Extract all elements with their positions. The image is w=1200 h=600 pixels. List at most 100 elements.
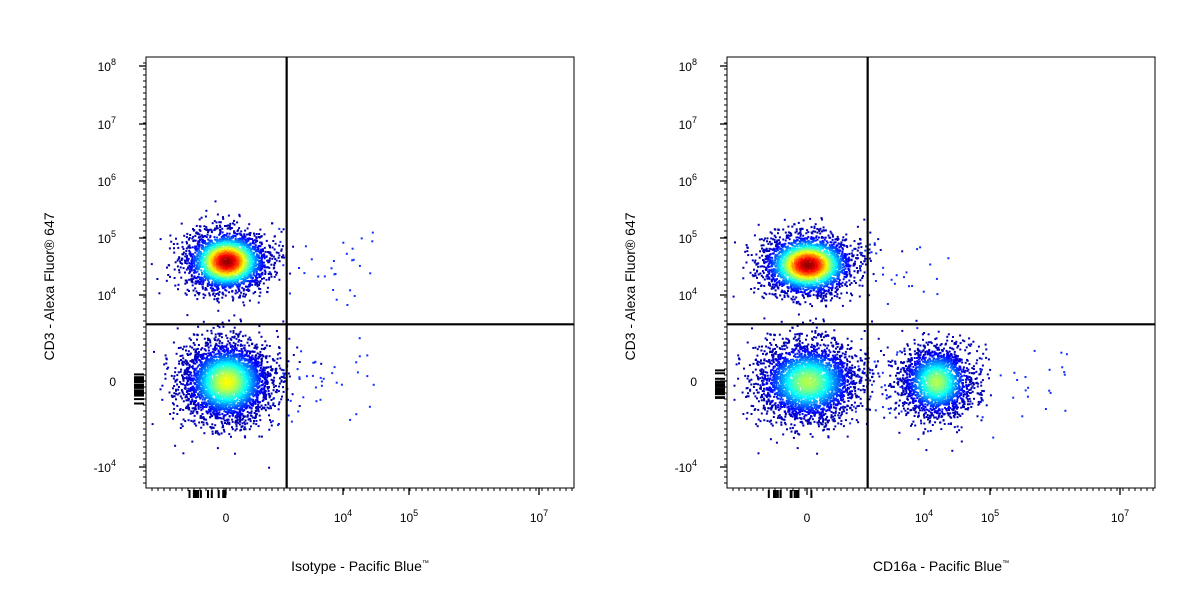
event-dot [243, 257, 246, 260]
event-dot [238, 275, 241, 278]
event-dot [201, 286, 204, 288]
event-dot [189, 246, 192, 249]
event-dot [198, 243, 201, 246]
event-dot [197, 251, 200, 254]
event-dot [191, 264, 194, 267]
event-dot [246, 266, 249, 269]
event-dot [216, 264, 219, 267]
event-dot [180, 222, 183, 225]
event-dot [222, 415, 225, 418]
event-dot [189, 401, 192, 404]
event-dot [233, 249, 236, 252]
event-dot [212, 355, 215, 358]
event-dot [205, 288, 208, 291]
event-dot [278, 278, 281, 281]
event-dot [214, 336, 217, 339]
event-dot [218, 233, 221, 236]
event-dot [241, 385, 243, 388]
event-dot [174, 261, 177, 264]
event-dot [248, 299, 251, 302]
event-dot [189, 262, 192, 265]
event-dot [231, 363, 234, 366]
event-dot [257, 284, 260, 287]
event-dot [258, 331, 261, 334]
event-dot [214, 200, 217, 203]
event-dot [271, 222, 274, 225]
event-dot [265, 344, 268, 347]
event-dot [257, 255, 260, 258]
event-dot [207, 271, 210, 274]
event-dot [219, 392, 222, 395]
event-dot [246, 383, 249, 386]
event-dot [242, 414, 245, 417]
event-dot [227, 259, 230, 262]
event-dot [235, 337, 238, 340]
event-dot [216, 393, 219, 396]
event-dot [212, 253, 215, 256]
event-dot [222, 283, 225, 286]
event-dot [234, 342, 237, 345]
event-dot [268, 278, 271, 281]
event-dot [256, 253, 258, 256]
event-dot [236, 281, 239, 284]
event-dot [198, 255, 201, 258]
event-dot [233, 406, 236, 409]
event-dot [238, 296, 241, 299]
event-dot [281, 256, 283, 258]
event-dot [185, 399, 188, 402]
event-dot [208, 406, 211, 408]
event-dot [227, 255, 230, 258]
event-dot [229, 283, 232, 286]
event-dot [255, 423, 258, 426]
event-dot [252, 364, 255, 367]
event-dot [207, 282, 210, 285]
event-dot [176, 374, 179, 377]
event-dot [175, 388, 178, 391]
event-dot [274, 242, 277, 245]
event-dot [195, 359, 198, 362]
event-dot [194, 276, 197, 279]
event-dot [207, 411, 210, 414]
event-dot [201, 247, 204, 250]
event-dot [226, 353, 229, 355]
event-dot [243, 261, 246, 264]
event-dot [182, 393, 185, 396]
event-dot [239, 330, 242, 333]
event-dot [220, 270, 223, 273]
event-dot [248, 255, 251, 258]
event-dot [253, 239, 256, 242]
event-dot [197, 355, 200, 358]
event-dot [257, 268, 260, 271]
event-dot [248, 237, 251, 240]
event-dot [194, 251, 197, 254]
event-dot [241, 401, 244, 404]
event-dot [268, 259, 271, 262]
event-dot [201, 255, 204, 258]
event-dot [289, 292, 291, 295]
event-dot [246, 246, 249, 248]
event-dot [237, 243, 240, 246]
event-dot [263, 391, 266, 394]
event-dot [254, 267, 257, 270]
event-dot [255, 357, 258, 360]
event-dot [206, 285, 209, 287]
event-dot [194, 247, 197, 250]
event-dot [205, 246, 208, 248]
event-dot [205, 405, 208, 408]
event-dot [246, 272, 249, 275]
event-dot [239, 412, 242, 415]
event-dot [200, 357, 203, 360]
event-dot [219, 249, 222, 252]
event-dot [255, 277, 258, 280]
event-dot [239, 260, 242, 263]
event-dot [241, 344, 244, 347]
event-dot [233, 358, 236, 361]
event-dot [256, 273, 258, 276]
event-dot [218, 404, 221, 406]
event-dot [210, 357, 212, 360]
event-dot [170, 394, 173, 397]
event-dot [153, 350, 155, 353]
event-dot [172, 411, 175, 414]
event-dot [202, 241, 205, 244]
event-dot [177, 283, 180, 286]
